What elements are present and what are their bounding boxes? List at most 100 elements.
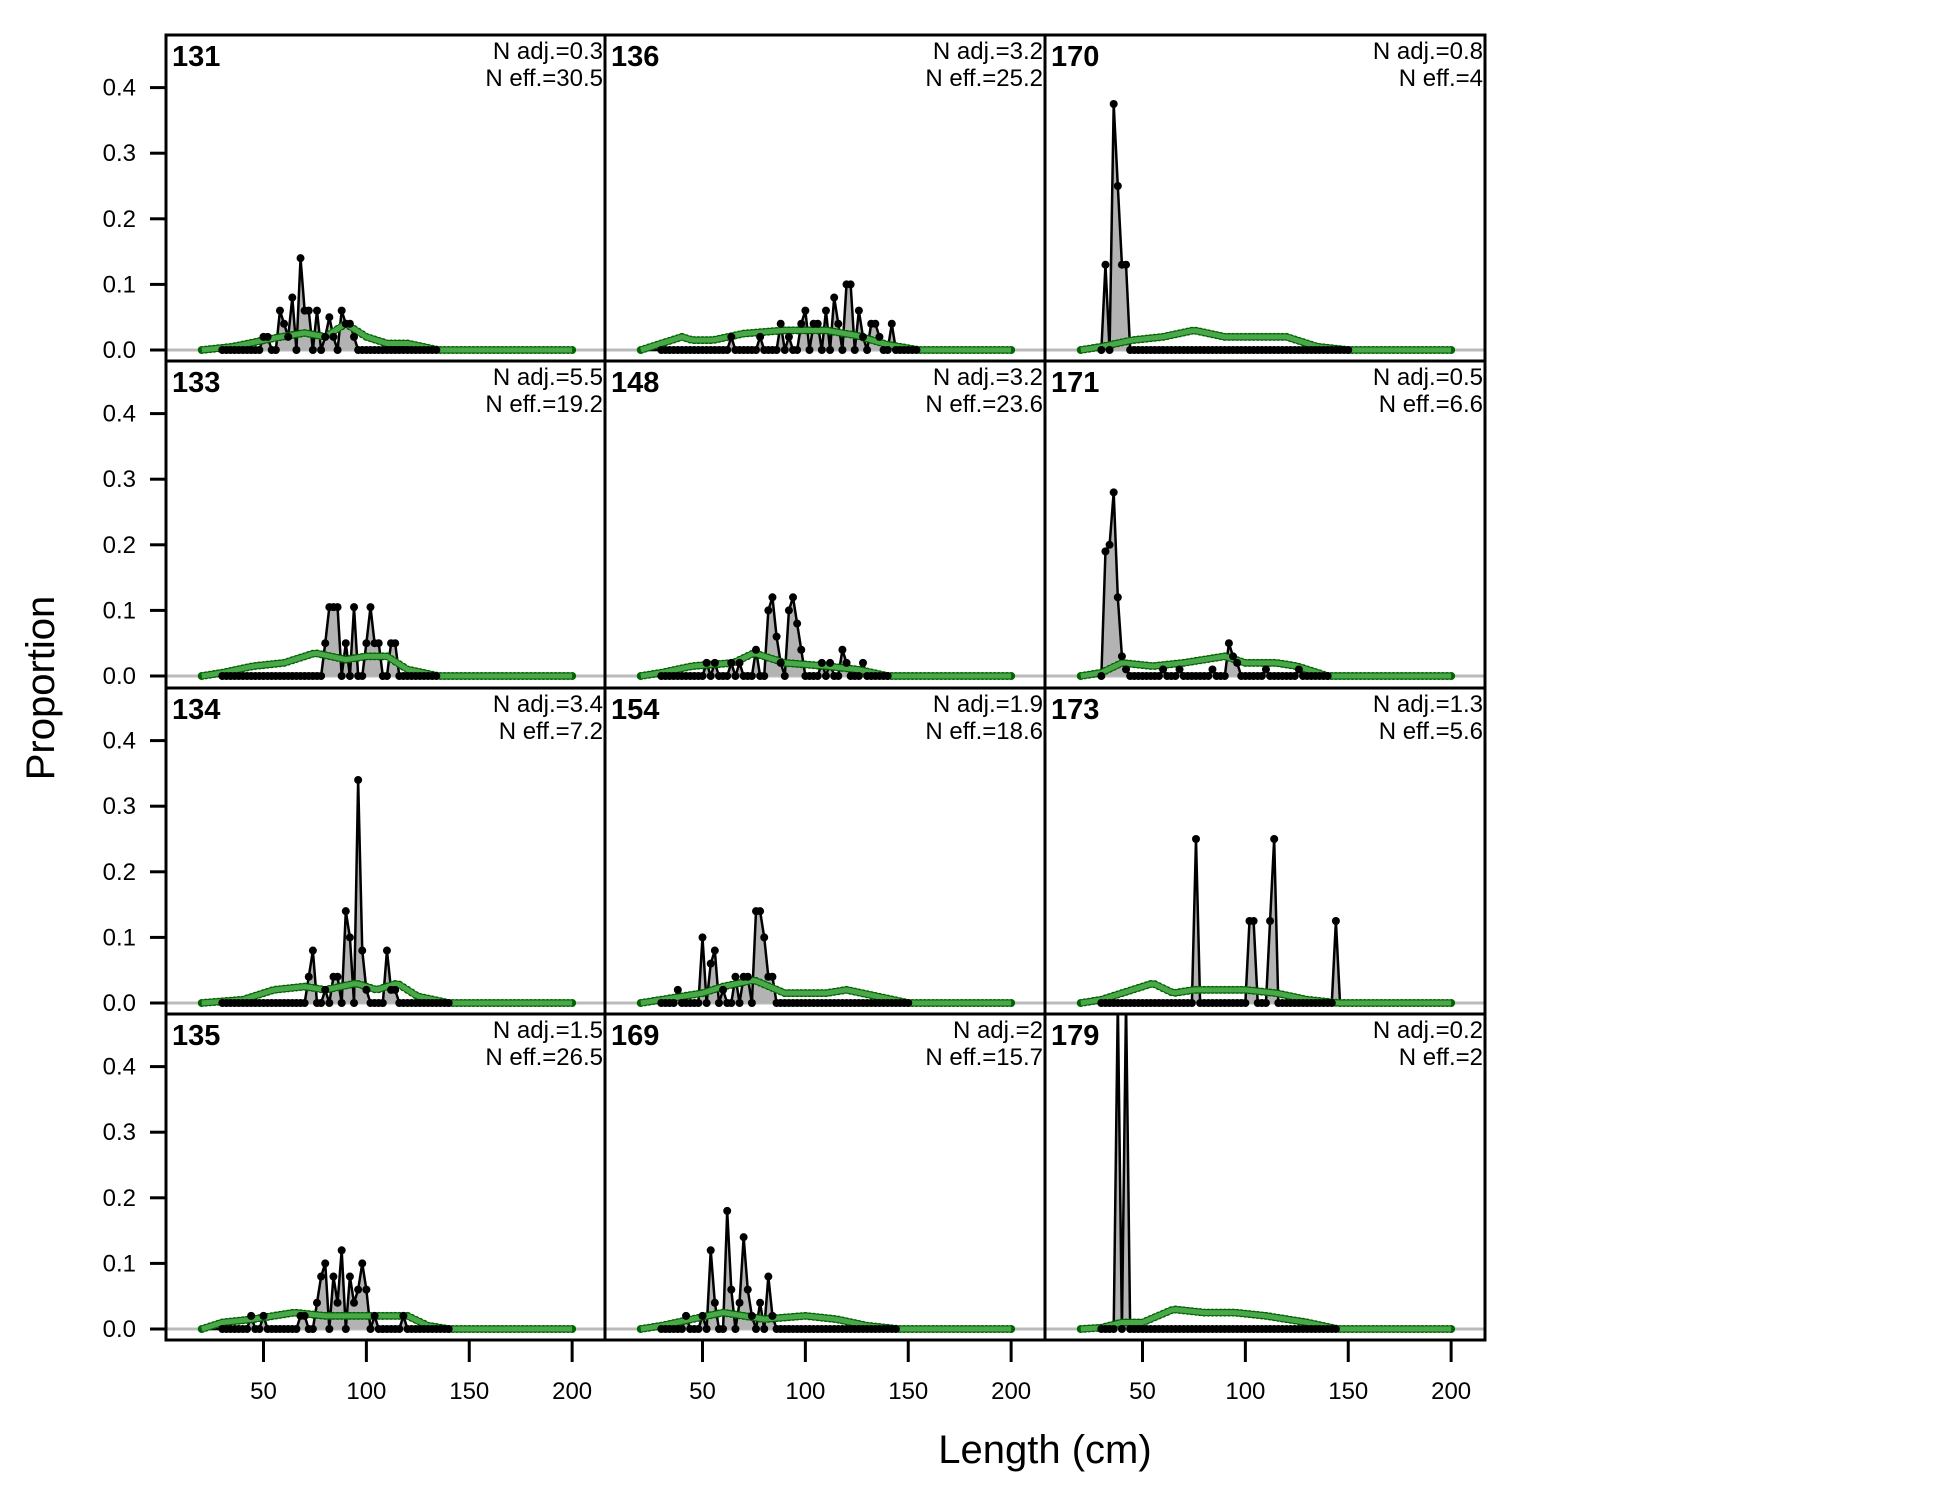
observed-point bbox=[1204, 672, 1213, 680]
observed-point bbox=[706, 1246, 715, 1255]
observed-point bbox=[337, 999, 346, 1007]
y-tick-label: 0.3 bbox=[103, 1119, 136, 1146]
observed-point bbox=[1101, 260, 1110, 269]
observed-point bbox=[727, 1285, 736, 1294]
observed-point bbox=[263, 332, 272, 341]
observed-point bbox=[797, 645, 806, 654]
observed-point bbox=[358, 1259, 367, 1268]
observed-point bbox=[698, 933, 707, 942]
observed-point bbox=[669, 999, 678, 1007]
n-adj-label: N adj.=2 bbox=[953, 1017, 1043, 1044]
observed-point bbox=[883, 672, 892, 680]
observed-point bbox=[370, 1311, 379, 1320]
observed-point bbox=[858, 658, 867, 667]
observed-point bbox=[760, 1325, 769, 1333]
observed-point bbox=[321, 332, 330, 341]
observed-area bbox=[1080, 104, 1452, 350]
y-tick-label: 0.4 bbox=[103, 401, 136, 428]
observed-point bbox=[817, 658, 826, 667]
x-tick-label: 50 bbox=[250, 1378, 277, 1405]
observed-area bbox=[1080, 1014, 1452, 1329]
observed-point bbox=[333, 1298, 342, 1307]
panel-131 bbox=[166, 254, 605, 354]
observed-point bbox=[308, 346, 317, 354]
observed-point bbox=[271, 346, 280, 354]
n-adj-label: N adj.=5.5 bbox=[493, 364, 603, 391]
observed-point bbox=[789, 593, 798, 602]
n-eff-label: N eff.=25.2 bbox=[925, 65, 1043, 92]
panel-label: 136 bbox=[611, 41, 659, 73]
n-eff-label: N eff.=30.5 bbox=[485, 65, 603, 92]
y-tick-label: 0.2 bbox=[103, 532, 136, 559]
observed-point bbox=[1249, 917, 1258, 925]
observed-point bbox=[284, 332, 293, 341]
observed-point bbox=[838, 645, 847, 654]
observed-point bbox=[345, 319, 354, 328]
y-tick-label: 0.2 bbox=[103, 859, 136, 886]
observed-point bbox=[1270, 835, 1279, 843]
observed-point bbox=[1261, 665, 1270, 674]
panel-label: 170 bbox=[1051, 41, 1099, 73]
observed-point bbox=[317, 1272, 326, 1281]
y-tick-label: 0.0 bbox=[103, 990, 136, 1017]
observed-point bbox=[1327, 999, 1336, 1007]
panel-label: 134 bbox=[172, 694, 220, 726]
observed-line bbox=[201, 258, 573, 352]
x-tick-label: 150 bbox=[888, 1378, 928, 1405]
observed-point bbox=[747, 672, 756, 680]
observed-point bbox=[247, 1311, 256, 1320]
observed-point bbox=[304, 306, 313, 315]
observed-point bbox=[329, 1272, 338, 1281]
observed-point bbox=[784, 606, 793, 615]
observed-point bbox=[382, 946, 391, 955]
expected-line bbox=[1080, 981, 1452, 1006]
observed-point bbox=[280, 319, 289, 328]
expected-line bbox=[640, 977, 1012, 1006]
observed-point bbox=[1261, 999, 1270, 1007]
panel-label: 169 bbox=[611, 1020, 659, 1052]
observed-point bbox=[358, 946, 367, 955]
observed-point bbox=[883, 346, 892, 354]
observed-point bbox=[395, 1325, 404, 1333]
observed-point bbox=[1224, 639, 1233, 648]
observed-point bbox=[735, 999, 744, 1007]
observed-point bbox=[760, 672, 769, 680]
observed-point bbox=[304, 972, 313, 981]
n-adj-label: N adj.=1.3 bbox=[1373, 691, 1483, 718]
observed-point bbox=[337, 672, 346, 680]
observed-point bbox=[826, 346, 835, 354]
observed-point bbox=[747, 999, 756, 1007]
observed-point bbox=[362, 639, 371, 648]
y-tick-label: 0.2 bbox=[103, 1185, 136, 1212]
observed-point bbox=[382, 672, 391, 680]
observed-point bbox=[296, 254, 305, 263]
observed-point bbox=[317, 672, 326, 680]
expected-line bbox=[640, 651, 1012, 679]
observed-point bbox=[345, 1272, 354, 1281]
observed-point bbox=[300, 1311, 309, 1320]
observed-point bbox=[292, 346, 301, 354]
panel-133 bbox=[166, 603, 605, 680]
observed-point bbox=[329, 332, 338, 341]
observed-point bbox=[1331, 1325, 1340, 1333]
observed-point bbox=[333, 972, 342, 981]
observed-point bbox=[337, 1246, 346, 1255]
observed-point bbox=[694, 1325, 703, 1333]
observed-point bbox=[444, 1325, 453, 1333]
n-eff-label: N eff.=4 bbox=[1399, 65, 1483, 92]
observed-point bbox=[731, 672, 740, 680]
expected-line bbox=[1080, 328, 1452, 353]
observed-point bbox=[432, 346, 441, 354]
observed-point bbox=[337, 306, 346, 315]
observed-point bbox=[1233, 658, 1242, 667]
observed-point bbox=[727, 658, 736, 667]
observed-point bbox=[317, 999, 326, 1007]
observed-point bbox=[842, 658, 851, 667]
observed-point bbox=[292, 1325, 301, 1333]
observed-point bbox=[399, 1311, 408, 1320]
observed-point bbox=[863, 346, 872, 354]
observed-point bbox=[354, 775, 363, 784]
y-tick-label: 0.3 bbox=[103, 140, 136, 167]
observed-point bbox=[391, 639, 400, 648]
